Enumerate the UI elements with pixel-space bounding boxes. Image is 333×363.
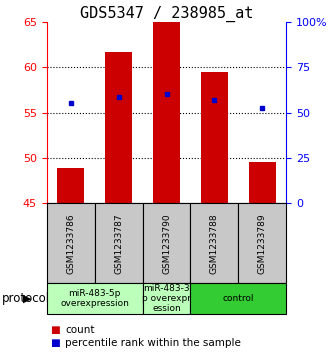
Bar [153,22,180,203]
Bar [190,203,238,283]
Bar [47,203,95,283]
Bar [190,283,286,314]
Bar [143,283,190,314]
Bar [143,203,190,283]
Text: protocol: protocol [2,292,50,305]
Text: miR-483-5p
overexpression: miR-483-5p overexpression [60,289,129,308]
Text: GSM1233788: GSM1233788 [210,213,219,274]
Text: ■: ■ [50,325,60,335]
Text: ▶: ▶ [23,294,32,303]
Bar [238,203,286,283]
Text: GSM1233790: GSM1233790 [162,213,171,274]
Text: GSM1233787: GSM1233787 [114,213,123,274]
Text: percentile rank within the sample: percentile rank within the sample [65,338,241,348]
Bar [201,72,228,203]
Bar [57,168,84,203]
Bar [105,52,132,203]
Bar [249,163,276,203]
Text: ■: ■ [50,338,60,348]
Text: control: control [223,294,254,303]
Text: GSM1233789: GSM1233789 [258,213,267,274]
Bar [95,203,143,283]
Text: count: count [65,325,95,335]
Bar [47,283,143,314]
Title: GDS5347 / 238985_at: GDS5347 / 238985_at [80,5,253,22]
Text: miR-483-3
p overexpr
ession: miR-483-3 p overexpr ession [142,284,191,314]
Text: GSM1233786: GSM1233786 [66,213,75,274]
